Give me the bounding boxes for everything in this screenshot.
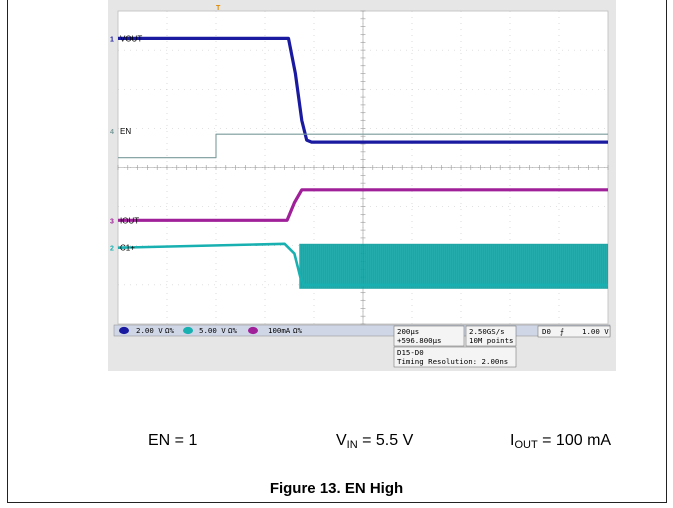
trace-iout: [118, 188, 608, 222]
ch1-scale: 2.00 V: [136, 326, 163, 335]
oscilloscope-screenshot: 1 VOUT 4 EN 3 IOUT 2 C1+ T 2.00 V Ω% 5.00 V Ω% …: [108, 0, 616, 371]
trace-c1-: [117, 242, 608, 287]
channel-labels: 1 VOUT 4 EN 3 IOUT 2 C1+: [110, 34, 142, 252]
trigger-source: D0: [542, 327, 551, 336]
vin-symbol: V: [336, 432, 347, 449]
vin-subscript: IN: [346, 439, 358, 451]
c1-plus-switching-band: [299, 243, 608, 289]
acquisition-box: [465, 325, 517, 347]
trigger-position: +596.800µs: [397, 336, 442, 345]
channel-1-badge: [119, 326, 129, 335]
channel-label-vout: VOUT: [120, 34, 142, 43]
en-condition: EN = 1: [148, 432, 198, 449]
iout-subscript: OUT: [514, 439, 538, 451]
trace-en: [118, 133, 608, 159]
ch3-coupling: Ω%: [293, 326, 302, 335]
timing-resolution: Timing Resolution: 2.00ns: [397, 357, 508, 366]
channel-number-c1-: 2: [110, 246, 114, 253]
timebase: 200µs: [397, 327, 419, 336]
trigger-level: 1.00 V: [582, 327, 609, 336]
trace-vout: [118, 36, 608, 144]
graticule-grid: [117, 10, 609, 325]
figure-frame: [7, 0, 667, 503]
record-length: 10M points: [469, 336, 514, 345]
channel-number-iout: 3: [110, 218, 114, 225]
channel-label-iout: IOUT: [120, 216, 139, 225]
timebase-box: [393, 325, 465, 347]
channel-2-badge: [183, 326, 193, 335]
iout-symbol: I: [510, 432, 515, 449]
channel-label-en: EN: [120, 127, 131, 136]
status-bar: 2.00 V Ω% 5.00 V Ω% 100mA Ω% 200µs +596.…: [113, 324, 611, 368]
trigger-box: [537, 325, 611, 338]
trigger-position-marker: T: [216, 5, 221, 12]
vin-value: = 5.5 V: [357, 432, 414, 449]
iout-condition: IOUT = 100 mA: [510, 432, 611, 451]
sample-rate: 2.50GS/s: [469, 327, 505, 336]
channel-label-c1-: C1+: [120, 244, 135, 253]
vin-condition: VIN = 5.5 V: [336, 432, 413, 451]
waveforms: [117, 36, 608, 289]
iout-value: = 100 mA: [537, 432, 612, 449]
ch2-scale: 5.00 V: [199, 326, 226, 335]
digital-box: [393, 346, 517, 368]
oscilloscope-display: 1 VOUT 4 EN 3 IOUT 2 C1+ T 2.00 V Ω% 5.00 V Ω% …: [108, 0, 616, 371]
trigger-slope: ⨍: [560, 327, 564, 336]
ch3-scale: 100mA: [268, 326, 291, 335]
figure-caption: Figure 13. EN High: [269, 480, 404, 497]
ch1-coupling: Ω%: [165, 326, 174, 335]
ch2-coupling: Ω%: [228, 326, 237, 335]
digital-channels: D15-D0: [397, 348, 424, 357]
channel-number-vout: 1: [110, 36, 114, 43]
channel-number-en: 4: [110, 129, 114, 136]
channel-3-badge: [248, 326, 258, 335]
